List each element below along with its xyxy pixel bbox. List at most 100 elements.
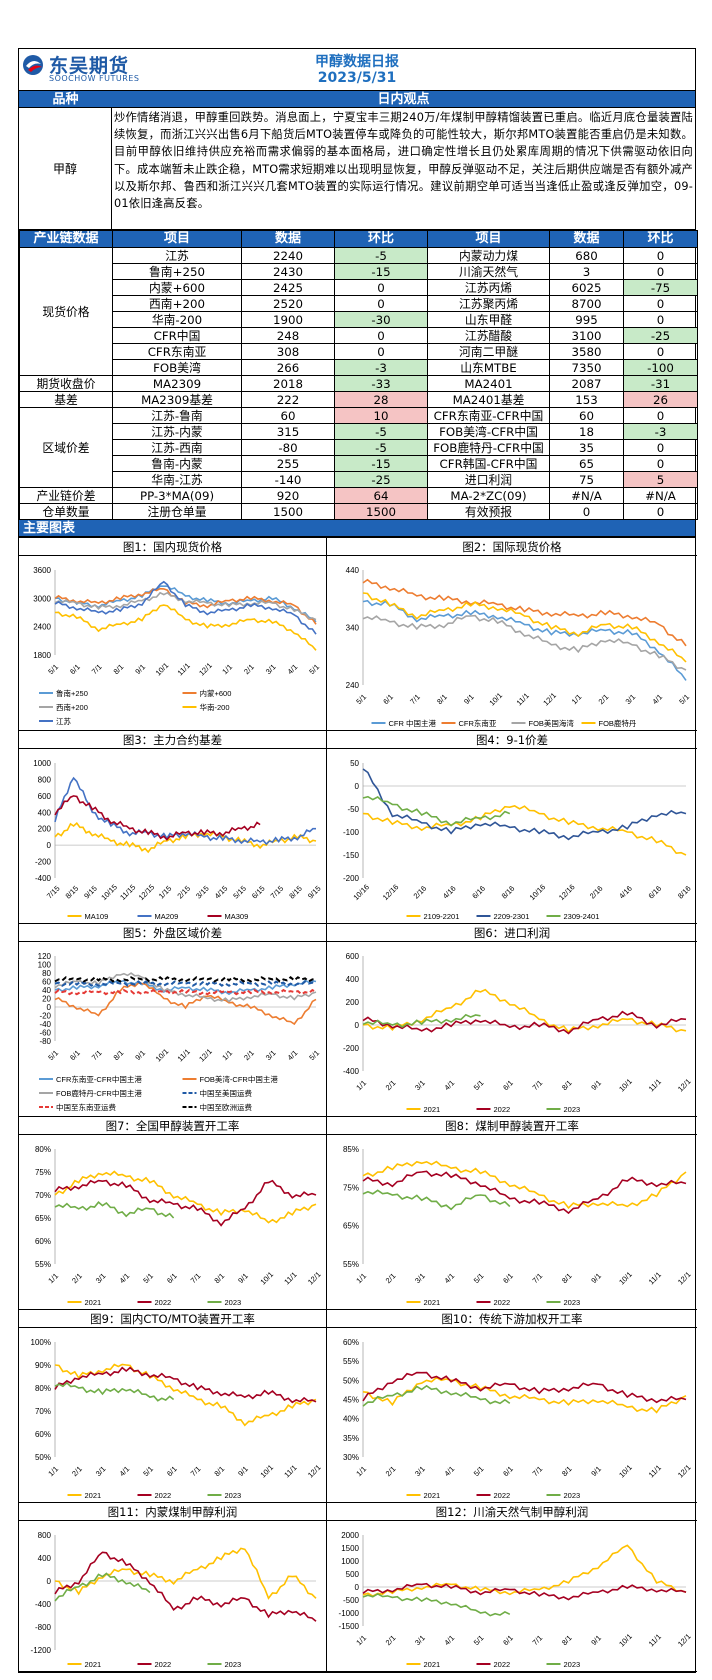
y-tick-label: 1000 <box>341 1557 359 1566</box>
series-line <box>362 1544 687 1598</box>
y-tick-label: 70% <box>35 1191 51 1200</box>
y-tick-label: 3000 <box>33 594 51 603</box>
x-tick-label: 4/1 <box>442 1464 456 1478</box>
x-tick-label: 3/1 <box>94 1271 108 1285</box>
chart-panel: 图3：主力合约基差 1000 800 600 400 200 0 -200 -400 7/15 8/… <box>19 731 327 924</box>
row-group-label: 期货收盘价 <box>19 375 113 392</box>
x-tick-label: 10/1 <box>154 1047 171 1064</box>
y-tick-label: -1200 <box>31 1646 52 1655</box>
x-tick-label: 11/1 <box>515 691 531 707</box>
y-tick-label: -80 <box>39 1037 51 1046</box>
table-cell: -31 <box>623 375 698 392</box>
legend-label: 2022 <box>494 1105 511 1114</box>
variety-name: 甲醇 <box>19 108 112 229</box>
chart-title: 图7：全国甲醇装置开工率 <box>19 1117 326 1135</box>
series-line <box>362 1013 481 1028</box>
table-cell: 江苏丙烯 <box>427 279 550 296</box>
table-cell: 2087 <box>549 375 624 392</box>
table-row: FOB美湾 266 -3 山东MTBE 7350 -100 <box>20 359 698 376</box>
table-cell: -30 <box>334 311 428 328</box>
x-tick-label: 1/1 <box>354 1464 368 1478</box>
chart-svg: 440 340 240 5/1 6/1 7/1 8/1 9/1 10/1 11/1 12/1 1/1 2… <box>346 566 691 728</box>
y-tick-label: 800 <box>38 1531 52 1540</box>
legend-label: 2022 <box>155 1491 172 1500</box>
y-tick-label: 800 <box>38 775 52 784</box>
table-row: 江苏-内蒙 315 -5 FOB美湾-CFR中国 18 -3 <box>20 423 698 440</box>
view-header-bar: 品种 日内观点 <box>19 91 695 108</box>
table-cell: 有效预报 <box>427 503 550 520</box>
y-tick-label: 50% <box>343 1376 359 1385</box>
chart-panel: 图12：川渝天然气制甲醇利润 2000 1500 1000 500 0 -500 -1000 -… <box>327 1503 697 1672</box>
table-cell: -15 <box>334 455 428 472</box>
x-tick-label: 12/16 <box>381 882 401 902</box>
x-tick-label: 12/1 <box>306 1463 323 1480</box>
x-tick-label: 10/1 <box>258 1463 275 1480</box>
table-cell: 江苏 <box>112 247 242 264</box>
industry-data-table: 产业链数据 项目 数据 环比 项目 数据 环比 现货价格 江苏 2240 -5 内蒙动力煤 680 0 鲁南… <box>19 230 698 520</box>
row-group-label: 现货价格 <box>19 247 113 376</box>
legend-label: 2022 <box>494 1491 511 1500</box>
company-logo: 东吴期货 SOOCHOW FUTURES <box>21 51 156 87</box>
table-row: CFR中国 248 0 江苏醋酸 3100 -25 <box>20 327 698 344</box>
legend-label: 2023 <box>564 1660 581 1669</box>
table-header-row: 产业链数据 项目 数据 环比 项目 数据 环比 <box>19 230 698 248</box>
table-row: 江苏-西南 -80 -5 FOB鹿特丹-CFR中国 35 0 <box>20 439 698 456</box>
table-cell: -75 <box>623 279 698 296</box>
y-tick-label: 0 <box>47 1577 52 1586</box>
y-tick-label: 600 <box>346 952 360 961</box>
chart-panel: 图11：内蒙煤制甲醇利润 800 400 0 -400 -800 -1200 2021 2022… <box>19 1503 327 1672</box>
legend-label: 2023 <box>564 1298 581 1307</box>
x-tick-label: 7/1 <box>90 1048 104 1062</box>
x-tick-label: 7/1 <box>189 1271 203 1285</box>
table-cell: 65 <box>549 455 624 472</box>
y-tick-label: -1500 <box>339 1622 360 1631</box>
x-tick-label: 2/15 <box>175 884 192 901</box>
x-tick-label: 5/15 <box>231 884 248 901</box>
y-tick-label: 35% <box>343 1434 359 1443</box>
y-tick-label: 200 <box>346 998 360 1007</box>
chart-title: 图2：国际现货价格 <box>327 538 697 556</box>
table-header-cell: 环比 <box>623 230 698 248</box>
x-tick-label: 4/16 <box>617 884 634 901</box>
table-cell: -3 <box>623 423 698 440</box>
x-tick-label: 1/1 <box>354 1633 368 1647</box>
table-cell: 315 <box>241 423 335 440</box>
x-tick-label: 8/1 <box>112 662 126 676</box>
table-cell: FOB美湾 <box>112 359 242 376</box>
chart-panel: 图7：全国甲醇装置开工率 80% 75% 70% 65% 60% 55% 1/1 2/1 3/1 4… <box>19 1117 327 1310</box>
x-tick-label: 12/16 <box>557 882 577 902</box>
table-cell: 6025 <box>549 279 624 296</box>
x-tick-label: 12/15 <box>137 882 157 902</box>
y-tick-label: 55% <box>35 1260 51 1269</box>
x-tick-label: 8/16 <box>500 884 517 901</box>
legend-label: 华南-200 <box>200 702 230 712</box>
table-cell: 680 <box>549 247 624 264</box>
x-tick-label: 3/1 <box>624 692 638 706</box>
series-line <box>54 822 317 854</box>
x-tick-label: 4/1 <box>442 1271 456 1285</box>
x-tick-label: 10/16 <box>351 882 371 902</box>
x-tick-label: 7/1 <box>189 1464 203 1478</box>
x-tick-label: 1/1 <box>220 662 234 676</box>
legend-label: 2021 <box>424 1491 441 1500</box>
table-header-cell: 数据 <box>549 230 624 248</box>
table-cell: 35 <box>549 439 624 456</box>
legend-label: MA309 <box>225 912 249 921</box>
series-line <box>54 776 316 846</box>
daily-view-header: 日内观点 <box>377 92 430 107</box>
y-tick-label: 240 <box>346 681 360 690</box>
table-cell: 江苏-鲁南 <box>112 407 242 424</box>
chart-panel: 图10：传统下游加权开工率 60% 55% 50% 45% 40% 35% 30% 1/1 2/1… <box>327 1310 697 1503</box>
x-tick-label: 8/1 <box>560 1633 574 1647</box>
x-tick-label: 10/1 <box>617 1270 634 1287</box>
table-cell: 鲁南+250 <box>112 263 242 280</box>
legend-label: 鲁南+250 <box>56 688 88 698</box>
x-tick-label: 11/1 <box>282 1463 298 1479</box>
chart-panel: 图8：煤制甲醇装置开工率 85% 75% 65% 55% 1/1 2/1 3/1 4/1 5/1 6… <box>327 1117 697 1310</box>
y-tick-label: 50% <box>35 1453 51 1462</box>
x-tick-label: 10/1 <box>617 1632 634 1649</box>
table-cell: CFR中国 <box>112 327 242 344</box>
series-line <box>54 979 317 996</box>
series-line <box>362 592 687 663</box>
